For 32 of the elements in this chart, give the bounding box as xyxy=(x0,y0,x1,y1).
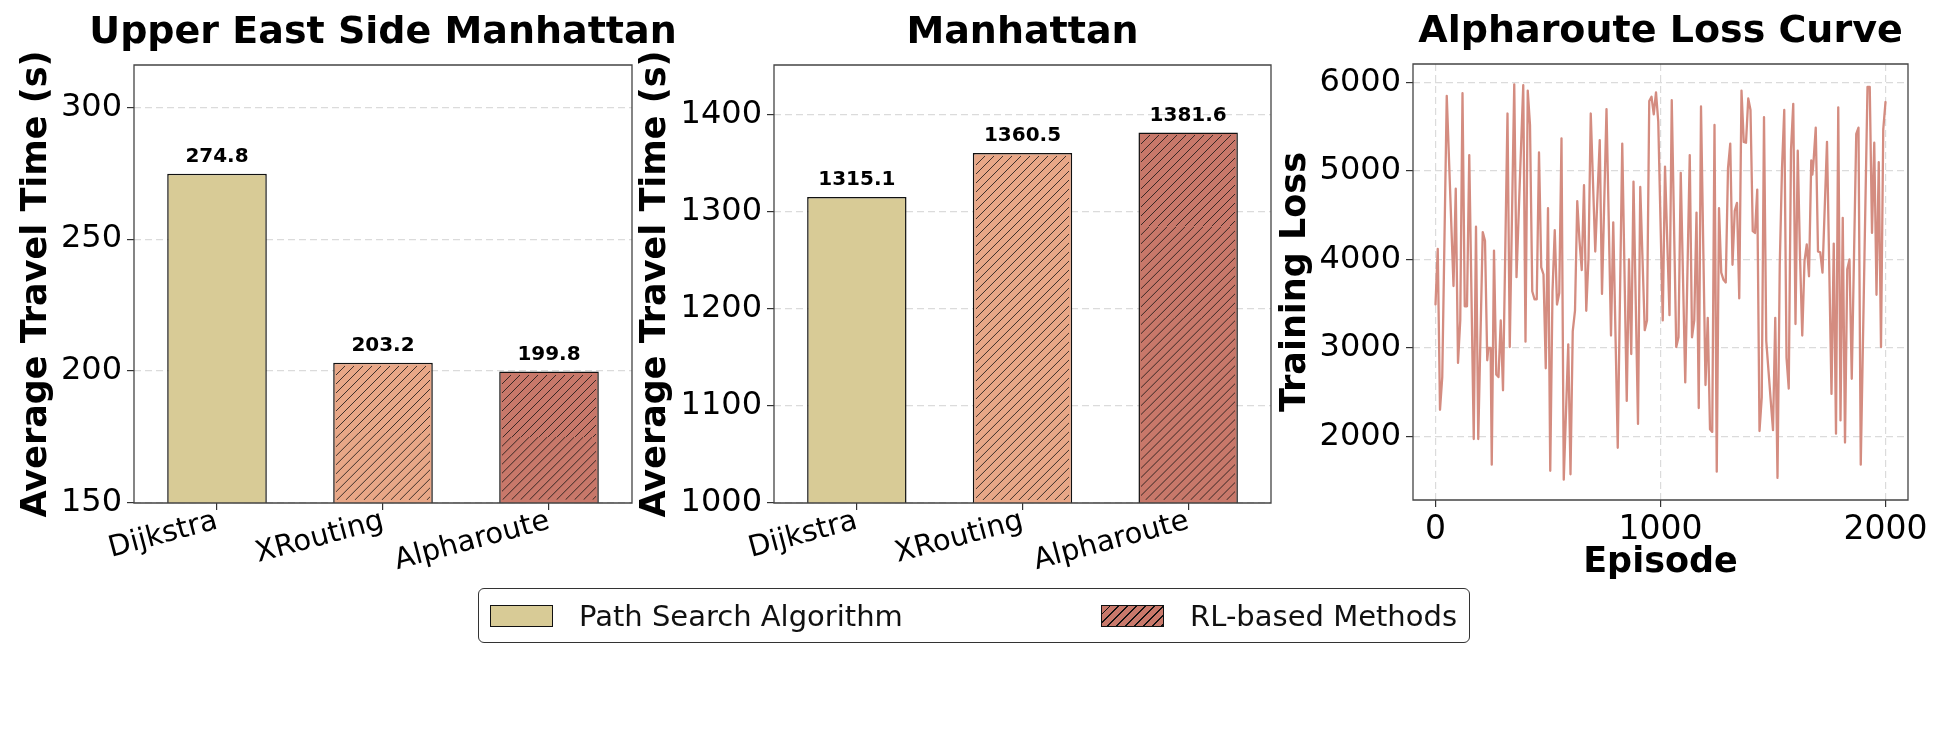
y-tick-label: 2000 xyxy=(1319,414,1401,453)
y-tick-label: 1400 xyxy=(680,92,762,131)
y-tick-label: 6000 xyxy=(1319,60,1401,99)
legend-label: RL-based Methods xyxy=(1190,598,1457,633)
data-label: 203.2 xyxy=(351,331,415,356)
data-label: 199.8 xyxy=(517,340,581,365)
y-tick-label: 300 xyxy=(60,85,122,124)
y-axis-title: Average Travel Time (s) xyxy=(633,50,674,518)
data-label: 274.8 xyxy=(185,142,249,167)
y-tick-label: 4000 xyxy=(1319,237,1401,276)
y-tick-label: 250 xyxy=(60,217,122,256)
data-label: 1315.1 xyxy=(818,166,896,191)
y-axis-title: Average Travel Time (s) xyxy=(14,50,55,518)
x-tick-label: XRouting xyxy=(251,502,387,569)
y-tick-label: 3000 xyxy=(1319,326,1401,365)
x-axis-title: Episode xyxy=(1583,540,1738,581)
chart-title: Alpharoute Loss Curve xyxy=(1418,7,1903,51)
y-tick-label: 200 xyxy=(60,349,122,388)
chart-title: Upper East Side Manhattan xyxy=(89,8,677,52)
y-tick-label: 1300 xyxy=(680,189,762,228)
y-tick-label: 1100 xyxy=(680,384,762,423)
data-label: 1381.6 xyxy=(1149,101,1227,126)
data-label: 1360.5 xyxy=(983,122,1062,147)
x-tick-label: 0 xyxy=(1425,508,1446,548)
x-tick-label: XRouting xyxy=(890,502,1027,569)
legend-label: Path Search Algorithm xyxy=(579,598,903,633)
y-tick-label: 150 xyxy=(60,481,122,520)
y-axis-title: Training Loss xyxy=(1273,152,1314,412)
x-tick-label: 2000 xyxy=(1843,508,1928,548)
y-tick-label: 5000 xyxy=(1319,149,1401,188)
chart-title: Manhattan xyxy=(906,8,1139,52)
y-tick-label: 1200 xyxy=(680,287,762,326)
